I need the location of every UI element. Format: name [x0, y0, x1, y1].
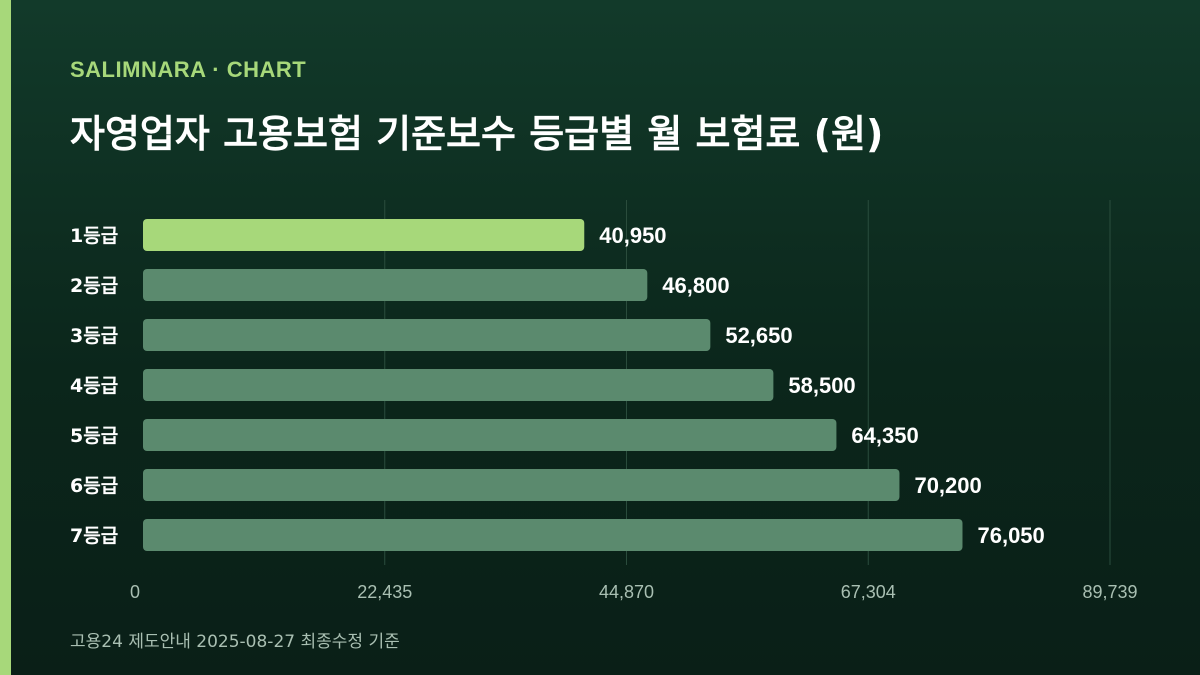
bar: [143, 319, 711, 351]
bar-layer: [143, 219, 963, 551]
category-label: 1등급: [70, 225, 118, 247]
category-label: 3등급: [70, 325, 118, 347]
bar: [143, 469, 900, 501]
category-label: 4등급: [70, 375, 118, 397]
brand-label: SALIMNARA · CHART: [70, 57, 307, 82]
tick-layer: 0 22,435 44,870 67,304 89,739: [130, 582, 1138, 602]
source-footnote: 고용24 제도안내 2025-08-27 최종수정 기준: [70, 632, 400, 652]
bar: [143, 369, 774, 401]
accent-bar: [0, 0, 11, 675]
value-label: 46,800: [662, 273, 729, 298]
category-label: 5등급: [70, 425, 118, 447]
x-tick-label: 89,739: [1082, 582, 1137, 602]
value-label: 70,200: [914, 473, 981, 498]
value-label: 58,500: [788, 373, 855, 398]
value-label: 64,350: [851, 423, 918, 448]
value-label: 76,050: [977, 523, 1044, 548]
value-label: 52,650: [725, 323, 792, 348]
bar: [143, 219, 585, 251]
bar: [143, 269, 648, 301]
bar: [143, 519, 963, 551]
value-label: 40,950: [599, 223, 666, 248]
category-label: 2등급: [70, 275, 118, 297]
category-label: 7등급: [70, 525, 118, 547]
label-layer: 1등급 40,950 2등급 46,800 3등급 52,650 4등급 58,500 5등급 6…: [70, 223, 1045, 548]
category-label: 6등급: [70, 475, 118, 497]
x-tick-label: 22,435: [357, 582, 412, 602]
x-tick-label: 67,304: [841, 582, 896, 602]
x-tick-label: 0: [130, 582, 140, 602]
x-tick-label: 44,870: [599, 582, 654, 602]
chart-title: 자영업자 고용보험 기준보수 등급별 월 보험료 (원): [70, 112, 884, 156]
bar: [143, 419, 837, 451]
